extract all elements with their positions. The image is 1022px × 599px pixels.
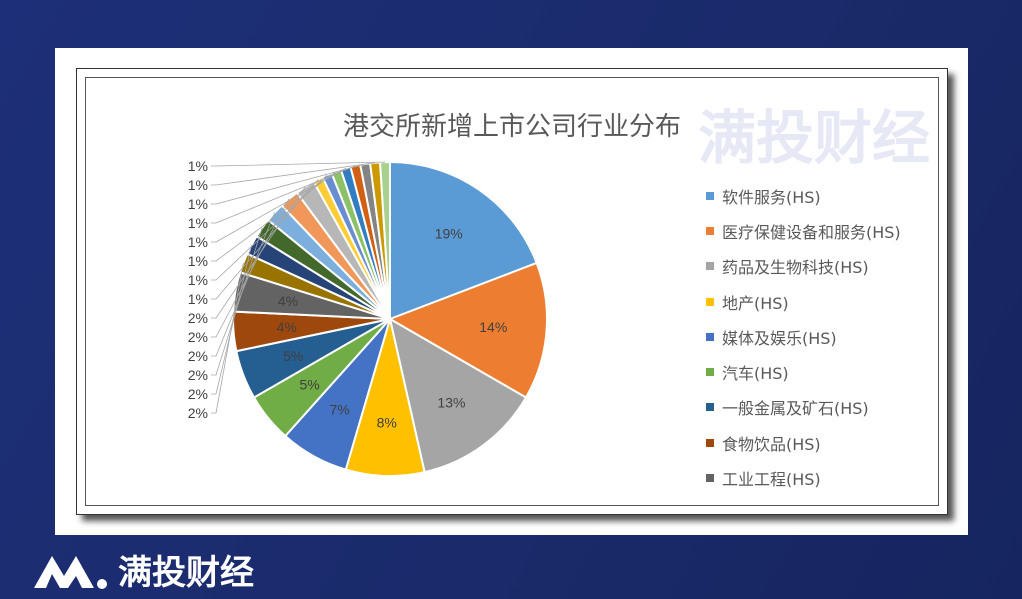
legend-label: 工业工程(HS) <box>722 470 821 490</box>
legend-item: 食物饮品(HS) <box>706 425 901 460</box>
legend-item: 软件服务(HS) <box>706 178 901 213</box>
chart-frame: 港交所新增上市公司行业分布 19% 14% 13% 8% 7% 5% 5% 4% 4% 2% 2% 2… <box>76 68 948 515</box>
legend-swatch <box>706 438 714 447</box>
data-label: 2% <box>188 310 208 326</box>
legend-label: 汽车(HS) <box>722 364 789 384</box>
legend-swatch <box>706 474 714 483</box>
data-label: 2% <box>188 329 208 345</box>
data-label: 2% <box>188 405 208 421</box>
logo-text: 满投财经 <box>118 553 254 593</box>
data-label: 1% <box>188 272 208 288</box>
leader-line <box>211 198 290 338</box>
data-label: 2% <box>188 367 208 383</box>
legend-item: 媒体及娱乐(HS) <box>706 319 901 354</box>
data-label: 1% <box>188 158 208 174</box>
leader-line <box>211 163 366 205</box>
watermark: 满投财经 <box>698 104 931 172</box>
data-label: 8% <box>377 415 397 431</box>
data-label: 4% <box>277 319 297 335</box>
data-label: 7% <box>330 402 350 418</box>
legend-swatch <box>706 332 714 341</box>
legend-label: 地产(HS) <box>722 293 789 313</box>
data-label: 1% <box>188 215 208 231</box>
legend-item: 医疗保健设备和服务(HS) <box>706 213 901 248</box>
data-label: 2% <box>188 386 208 402</box>
data-label: 1% <box>188 234 208 250</box>
legend-item: 药品及生物科技(HS) <box>706 249 901 284</box>
chart-area: 港交所新增上市公司行业分布 19% 14% 13% 8% 7% 5% 5% 4% 4% 2% 2% 2… <box>85 77 939 506</box>
legend-label: 药品及生物科技(HS) <box>722 258 869 278</box>
legend-swatch <box>706 368 714 377</box>
pie-slice <box>388 316 528 474</box>
legend-swatch <box>706 191 714 200</box>
legend-swatch <box>706 297 714 306</box>
leader-line <box>211 179 319 300</box>
legend-label: 一般金属及矿石(HS) <box>722 399 869 419</box>
leader-line <box>211 168 346 243</box>
data-label: 1% <box>188 253 208 269</box>
leader-line <box>211 171 337 262</box>
data-label: 1% <box>188 291 208 307</box>
data-label: 5% <box>283 348 303 364</box>
data-label: 2% <box>188 348 208 364</box>
legend-item: 工业工程(HS) <box>706 460 901 495</box>
leader-line <box>211 262 244 414</box>
leader-line <box>211 162 376 186</box>
legend-label: 媒体及娱乐(HS) <box>722 328 837 348</box>
legend-swatch <box>706 262 714 271</box>
data-label: 5% <box>299 376 319 392</box>
legend-label: 食物饮品(HS) <box>722 434 821 454</box>
pie-slice <box>387 261 548 399</box>
pie-chart: 19% 14% 13% 8% 7% 5% 5% 4% 4% 2% 2% 2% 2% 2% 2% 1% 1% 1% 1… <box>188 158 548 477</box>
legend-item: 一般金属及矿石(HS) <box>706 390 901 425</box>
leader-line <box>211 174 328 281</box>
legend-label: 医疗保健设备和服务(HS) <box>722 222 901 242</box>
legend: 软件服务(HS) 医疗保健设备和服务(HS) 药品及生物科技(HS) 地产(HS) 媒体… <box>706 178 901 496</box>
data-label: 4% <box>278 293 298 309</box>
logo-icon <box>34 555 107 589</box>
leader-line <box>211 227 263 376</box>
data-label: 1% <box>188 196 208 212</box>
legend-item: 汽车(HS) <box>706 354 901 389</box>
chart-title: 港交所新增上市公司行业分布 <box>342 112 681 142</box>
legend-label: 软件服务(HS) <box>722 187 821 207</box>
leader-line <box>211 244 253 395</box>
leader-line <box>211 161 386 167</box>
leader-line <box>211 186 306 319</box>
brand-logo: 满投财经 <box>32 545 254 594</box>
legend-swatch <box>706 226 714 235</box>
data-label: 13% <box>437 394 465 410</box>
data-label: 14% <box>479 319 507 335</box>
data-label: 1% <box>188 177 208 193</box>
pie-slice <box>389 160 538 321</box>
legend-item: 地产(HS) <box>706 284 901 319</box>
legend-swatch <box>706 403 714 412</box>
data-label: 19% <box>435 226 463 242</box>
leader-line <box>211 165 356 224</box>
